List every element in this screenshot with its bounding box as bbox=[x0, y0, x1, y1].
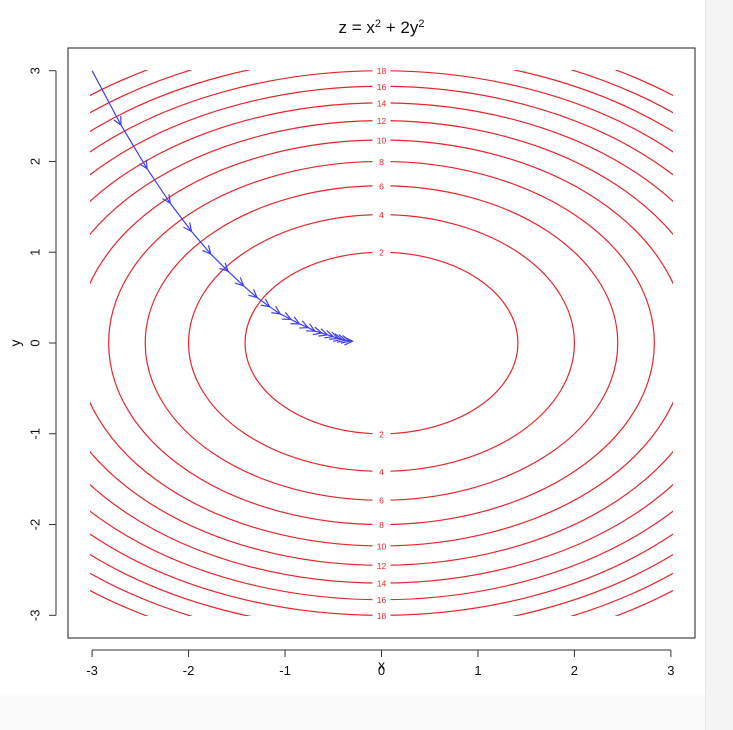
contour-labels: 2 2 4 4 6 6 8 8 10 10 12 12 14 14 16 16 18 18 bbox=[372, 64, 391, 622]
y-tick-label: 3 bbox=[27, 67, 42, 74]
contour-label-16: 16 bbox=[377, 82, 387, 92]
contour-label-bg bbox=[372, 609, 391, 622]
path-step-3 bbox=[169, 202, 192, 232]
contour-label-bg bbox=[372, 179, 391, 192]
contour-label-4: 4 bbox=[379, 210, 384, 220]
path-step-5 bbox=[210, 253, 229, 272]
contour-label-8: 8 bbox=[379, 157, 384, 167]
bottom-margin bbox=[0, 694, 705, 730]
contour-label-2: 2 bbox=[379, 429, 384, 439]
contour-label-18: 18 bbox=[377, 611, 387, 621]
chart-title: z = x2 + 2y2 bbox=[339, 18, 425, 37]
path-arrowhead-9 bbox=[271, 305, 282, 315]
path-step-9 bbox=[269, 306, 281, 315]
contour-label-bg bbox=[372, 96, 391, 109]
x-tick-label: -2 bbox=[183, 663, 195, 678]
path-step-8 bbox=[256, 297, 270, 308]
path-step-6 bbox=[227, 270, 244, 287]
contour-label-6: 6 bbox=[379, 496, 384, 506]
path-step-4 bbox=[191, 230, 212, 255]
path-step-11 bbox=[290, 318, 300, 325]
contour-lines bbox=[90, 70, 673, 616]
plot-frame bbox=[67, 47, 696, 639]
x-axis-label: x bbox=[378, 657, 385, 673]
contour-label-bg bbox=[372, 134, 391, 147]
path-arrowhead-21 bbox=[344, 336, 354, 346]
contour-label-bg bbox=[372, 518, 391, 531]
path-step-12 bbox=[299, 323, 309, 329]
x-tick-label: -3 bbox=[86, 663, 98, 678]
contour-label-12: 12 bbox=[377, 116, 387, 126]
x-tick-label: 2 bbox=[571, 663, 578, 678]
contour-label-bg bbox=[372, 577, 391, 590]
contour-label-bg bbox=[372, 593, 391, 606]
contour-label-6: 6 bbox=[379, 181, 384, 191]
x-tick-label: -1 bbox=[279, 663, 291, 678]
contour-label-bg bbox=[372, 559, 391, 572]
contour-label-18: 18 bbox=[377, 66, 387, 76]
y-tick-label: 1 bbox=[27, 249, 42, 256]
contour-16 bbox=[90, 85, 673, 601]
contour-label-bg bbox=[372, 494, 391, 507]
contour-label-bg bbox=[372, 64, 391, 77]
contour-label-2: 2 bbox=[379, 248, 384, 258]
contour-label-10: 10 bbox=[377, 541, 387, 551]
right-margin bbox=[705, 0, 733, 730]
x-tick-label: 1 bbox=[474, 663, 481, 678]
path-step-2 bbox=[146, 168, 171, 204]
x-tick-label: 0 bbox=[378, 663, 385, 678]
contour-label-bg bbox=[372, 539, 391, 552]
contour-2 bbox=[244, 251, 519, 435]
y-tick-label: 0 bbox=[27, 339, 42, 346]
contour-label-12: 12 bbox=[377, 561, 387, 571]
contour-label-14: 14 bbox=[377, 579, 387, 589]
path-step-10 bbox=[279, 313, 292, 320]
contour-label-bg bbox=[372, 208, 391, 221]
y-tick-label: -2 bbox=[27, 519, 42, 531]
y-tick-label: -1 bbox=[27, 428, 42, 440]
descent-path bbox=[91, 70, 354, 346]
contour-label-bg bbox=[372, 427, 391, 440]
contour-label-bg bbox=[372, 246, 391, 259]
y-axis-label: y bbox=[7, 340, 23, 347]
y-tick-label: -3 bbox=[27, 610, 42, 622]
contour-label-bg bbox=[372, 80, 391, 93]
contour-label-8: 8 bbox=[379, 520, 384, 530]
x-tick-label: 3 bbox=[667, 663, 674, 678]
y-tick-label: 2 bbox=[27, 158, 42, 165]
contour-22 bbox=[90, 70, 673, 616]
path-step-7 bbox=[243, 285, 258, 299]
contour-label-14: 14 bbox=[377, 98, 387, 108]
contour-6 bbox=[144, 185, 619, 501]
contour-10 bbox=[90, 139, 673, 547]
contour-label-4: 4 bbox=[379, 467, 384, 477]
path-arrowhead-1 bbox=[139, 159, 148, 170]
contour-label-bg bbox=[372, 465, 391, 478]
contour-14 bbox=[90, 102, 673, 584]
contour-label-10: 10 bbox=[377, 136, 387, 146]
contour-label-bg bbox=[372, 155, 391, 168]
contour-18 bbox=[90, 70, 673, 616]
contour-label-16: 16 bbox=[377, 595, 387, 605]
contour-label-bg bbox=[372, 114, 391, 127]
path-step-1 bbox=[120, 124, 148, 170]
path-step-0 bbox=[91, 70, 122, 126]
